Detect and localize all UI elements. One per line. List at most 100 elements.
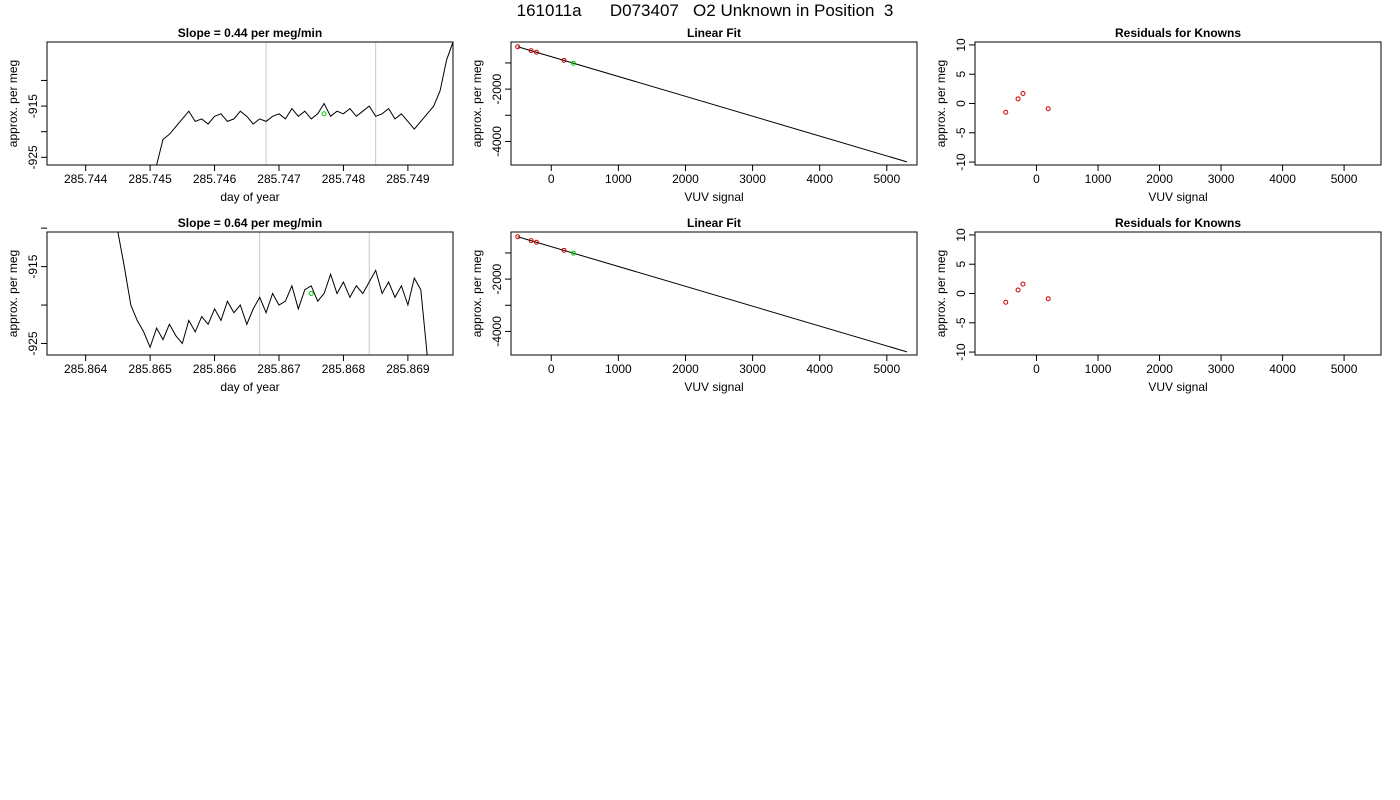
x-axis-label: VUV signal	[684, 380, 743, 394]
data-series-line	[156, 42, 453, 165]
plot-area	[515, 234, 908, 353]
y-axis-label: approx. per meg	[470, 60, 484, 147]
chart-title: Residuals for Knowns	[1115, 26, 1241, 40]
known-point	[534, 239, 540, 245]
chart-title: Slope = 0.64 per meg/min	[178, 216, 322, 230]
chart-panel-3: Residuals for Knowns 0 1000 2000 3000 4000 500…	[934, 26, 1382, 204]
y-tick-label: -4000	[490, 126, 504, 157]
y-tick-label: 5	[954, 71, 968, 78]
x-tick-label: 1000	[605, 362, 632, 376]
x-tick-label: 5000	[1331, 362, 1358, 376]
y-tick-label: 0	[954, 290, 968, 297]
x-tick-label: 1000	[1085, 362, 1112, 376]
y-tick-label: -10	[954, 343, 968, 361]
y-tick-label: 10	[954, 38, 968, 52]
chart-title: Linear Fit	[687, 216, 741, 230]
plot-area	[156, 42, 453, 165]
plot-frame	[46, 231, 454, 356]
x-tick-label: 4000	[1269, 362, 1296, 376]
x-axis-label: VUV signal	[1148, 190, 1207, 204]
y-tick-label: -925	[26, 331, 40, 355]
x-tick-label: 285.864	[64, 362, 108, 376]
y-tick-label: -915	[26, 254, 40, 278]
fit-line	[517, 46, 908, 163]
x-axis-label: day of year	[220, 190, 279, 204]
known-point	[515, 234, 521, 240]
known-point	[561, 57, 567, 63]
y-tick-label: -2000	[490, 73, 504, 104]
residual-point	[1045, 296, 1051, 302]
chart-title: Linear Fit	[687, 26, 741, 40]
x-tick-label: 285.869	[386, 362, 430, 376]
chart-title: Slope = 0.44 per meg/min	[178, 26, 322, 40]
chart-panel-1: Slope = 0.44 per meg/min 285.744 285.745 28…	[6, 26, 454, 204]
x-tick-label: 285.745	[128, 172, 172, 186]
x-tick-label: 3000	[739, 362, 766, 376]
known-point	[528, 238, 534, 244]
x-tick-label: 2000	[672, 172, 699, 186]
x-tick-label: 5000	[1331, 172, 1358, 186]
y-axis-label: approx. per meg	[934, 60, 948, 147]
x-tick-label: 285.749	[386, 172, 430, 186]
plot-area	[1003, 91, 1051, 115]
y-axis-label: approx. per meg	[6, 250, 20, 337]
mean-marker	[321, 111, 327, 117]
y-tick-label: -5	[954, 317, 968, 328]
unknown-point	[570, 250, 576, 256]
y-axis-label: approx. per meg	[6, 60, 20, 147]
chart-panel-4: Slope = 0.64 per meg/min 285.864 285.865 28…	[6, 216, 454, 394]
residual-point	[1003, 109, 1009, 115]
plot-area	[1003, 281, 1051, 305]
chart-title: Residuals for Knowns	[1115, 216, 1241, 230]
x-tick-label: 0	[548, 362, 555, 376]
plot-frame	[46, 41, 454, 166]
chart-panel-5: Linear Fit 0 1000 2000 3000 4000 5000 -2000 -400…	[470, 216, 918, 394]
y-tick-label: 10	[954, 228, 968, 242]
residual-point	[1015, 96, 1021, 102]
residual-point	[1045, 106, 1051, 112]
x-tick-label: 4000	[806, 172, 833, 186]
chart-panel-2: Linear Fit 0 1000 2000 3000 4000 5000 -2000 -400…	[470, 26, 918, 204]
plot-frame	[510, 41, 918, 166]
mean-marker	[308, 291, 314, 296]
y-tick-label: -5	[954, 127, 968, 138]
x-tick-label: 3000	[1208, 172, 1235, 186]
known-point	[561, 247, 567, 253]
chart-panel-6: Residuals for Knowns 0 1000 2000 3000 4000 500…	[934, 216, 1382, 394]
x-tick-label: 285.865	[128, 362, 172, 376]
x-tick-label: 285.747	[257, 172, 301, 186]
x-tick-label: 2000	[672, 362, 699, 376]
x-tick-label: 285.744	[64, 172, 108, 186]
residual-point	[1020, 91, 1026, 97]
data-series-line	[117, 232, 428, 355]
known-point	[534, 49, 540, 55]
x-tick-label: 285.867	[257, 362, 301, 376]
plot-frame	[974, 231, 1382, 356]
y-tick-label: 5	[954, 261, 968, 268]
x-tick-label: 285.868	[322, 362, 366, 376]
x-axis-label: day of year	[220, 380, 279, 394]
plot-frame	[510, 231, 918, 356]
known-point	[528, 48, 534, 54]
x-tick-label: 2000	[1146, 362, 1173, 376]
plot-area	[515, 44, 908, 163]
x-tick-label: 4000	[806, 362, 833, 376]
y-tick-label: -915	[26, 94, 40, 118]
unknown-point	[570, 60, 576, 66]
x-tick-label: 3000	[739, 172, 766, 186]
known-point	[515, 44, 521, 50]
x-tick-label: 285.748	[322, 172, 366, 186]
y-tick-label: -2000	[490, 263, 504, 294]
y-axis-label: approx. per meg	[934, 250, 948, 337]
plot-area	[117, 232, 428, 355]
x-tick-label: 4000	[1269, 172, 1296, 186]
y-tick-label: 0	[954, 100, 968, 107]
residual-point	[1003, 299, 1009, 305]
y-tick-label: -4000	[490, 316, 504, 347]
residual-point	[1020, 281, 1026, 287]
y-tick-label: -925	[26, 145, 40, 169]
x-tick-label: 2000	[1146, 172, 1173, 186]
x-tick-label: 285.746	[193, 172, 237, 186]
x-tick-label: 0	[548, 172, 555, 186]
